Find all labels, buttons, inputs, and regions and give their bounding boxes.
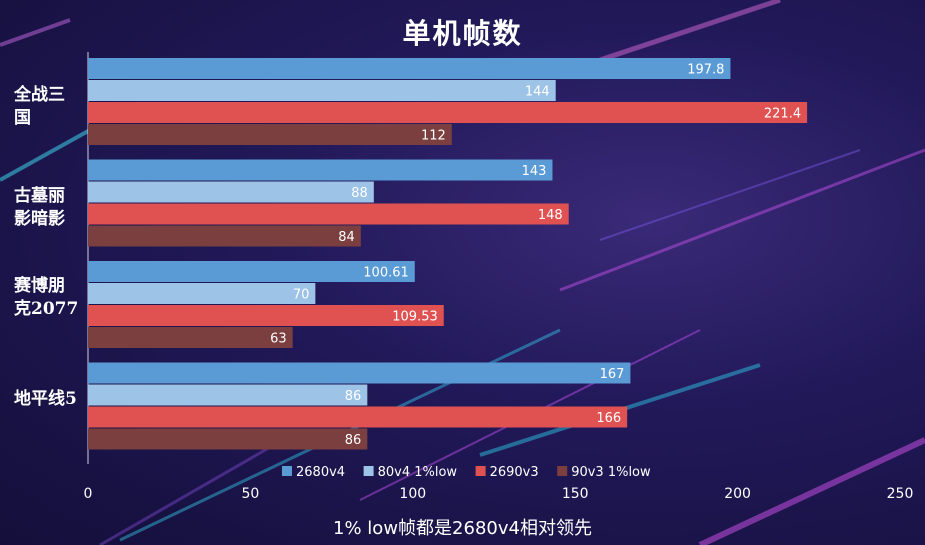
bar-value-label: 86 — [345, 433, 362, 448]
chart-title: 单机帧数 — [402, 17, 523, 50]
category-label: 地平线5 — [14, 389, 77, 410]
bar-value-label: 197.8 — [687, 63, 724, 78]
bar-value-label: 112 — [421, 129, 446, 144]
x-tick-label: 150 — [562, 486, 589, 502]
x-tick-label: 250 — [887, 486, 914, 502]
bar-value-label: 70 — [293, 288, 310, 303]
legend-swatch — [282, 466, 292, 476]
bar-value-label: 100.61 — [363, 266, 409, 281]
bar — [88, 159, 553, 181]
bar — [88, 362, 631, 384]
bar-value-label: 109.53 — [392, 310, 438, 325]
legend-swatch — [475, 466, 486, 476]
category-label: 赛博朋克2077 — [14, 276, 79, 320]
legend-swatch — [363, 466, 374, 476]
bar — [88, 80, 556, 101]
legend-swatch — [557, 466, 568, 476]
bar — [88, 181, 374, 203]
annotation-caption: 1% low帧都是2680v4相对领先 — [333, 518, 592, 539]
x-tick-label: 100 — [399, 486, 426, 502]
bar-value-label: 166 — [596, 411, 621, 426]
bar — [88, 428, 368, 450]
legend-label: 2680v4 — [296, 465, 345, 480]
bar — [88, 327, 293, 348]
bar — [88, 58, 731, 79]
bar — [88, 261, 415, 282]
bar — [88, 384, 368, 406]
category-label: 全战三国 — [14, 84, 65, 128]
x-tick-label: 200 — [724, 486, 751, 502]
bar-value-label: 86 — [345, 389, 362, 404]
bar-value-label: 143 — [522, 164, 547, 179]
x-tick-label: 50 — [241, 486, 259, 502]
bar — [88, 225, 361, 247]
x-tick-label: 0 — [84, 486, 93, 502]
bar — [88, 406, 628, 428]
bar-value-label: 167 — [600, 367, 625, 382]
bar-value-label: 144 — [525, 85, 550, 100]
bar-value-label: 88 — [351, 186, 368, 201]
bar-value-label: 63 — [270, 332, 287, 347]
legend-label: 2690v3 — [490, 465, 539, 480]
bar-value-label: 84 — [338, 230, 355, 245]
bar-value-label: 148 — [538, 208, 563, 223]
bar — [88, 203, 569, 225]
bar-value-label: 221.4 — [764, 107, 801, 122]
bar — [88, 124, 452, 145]
bar — [88, 305, 444, 326]
legend-label: 80v4 1%low — [378, 465, 458, 480]
bar — [88, 102, 808, 123]
category-label: 古墓丽影暗影 — [14, 186, 65, 230]
legend-label: 90v3 1%low — [571, 465, 651, 480]
bar — [88, 283, 316, 304]
